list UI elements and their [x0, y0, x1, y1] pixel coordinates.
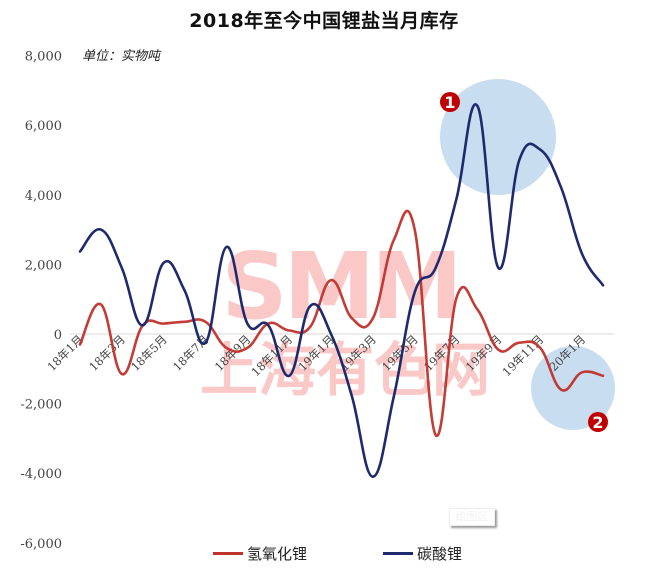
x-tick-label: 18年5月: [128, 332, 170, 374]
y-tick-label: 2,000: [25, 258, 62, 273]
annotation-badge-1: [440, 92, 460, 112]
x-tick-label: 18年1月: [44, 332, 86, 374]
legend-label: 碳酸锂: [417, 545, 463, 563]
y-tick-label: 8,000: [25, 50, 62, 65]
y-tick-label: 0: [54, 328, 62, 343]
annotation-number: 1: [444, 93, 455, 112]
annotation-badge-2: [588, 412, 608, 432]
annotation-badges: 12: [440, 92, 608, 432]
legend-item-lithium-carbonate[interactable]: 碳酸锂: [383, 543, 462, 564]
chart-title: 2018年至今中国锂盐当月库存: [189, 10, 459, 32]
series-line-lithium-hydroxide[interactable]: [78, 210, 605, 437]
series-line-lithium-carbonate[interactable]: [78, 103, 605, 478]
legend-swatch-red: [213, 552, 243, 555]
x-tick-label: 18年3月: [86, 332, 128, 374]
y-axis: 8,000 6,000 4,000 2,000 0 -2,000 -4,000 -6,000: [20, 50, 614, 552]
legend-swatch-navy: [383, 552, 413, 555]
highlight-layer: [440, 79, 615, 430]
y-tick-label: -4,000: [20, 467, 62, 482]
y-tick-label: 4,000: [25, 189, 62, 204]
y-tick-label: -2,000: [20, 398, 62, 413]
annotation-number: 2: [592, 413, 603, 432]
legend-item-lithium-hydroxide[interactable]: 氢氧化锂: [213, 543, 307, 564]
y-tick-label: -6,000: [20, 537, 62, 552]
unit-label: 单位：实物吨: [82, 49, 161, 64]
highlight-circle-1: [440, 79, 556, 195]
highlight-circle-2: [531, 346, 615, 430]
plot-area-tooltip: 绘图区: [449, 508, 495, 526]
series-layer: [78, 103, 605, 478]
legend-label: 氢氧化锂: [247, 545, 308, 563]
y-tick-label: 6,000: [25, 119, 62, 134]
